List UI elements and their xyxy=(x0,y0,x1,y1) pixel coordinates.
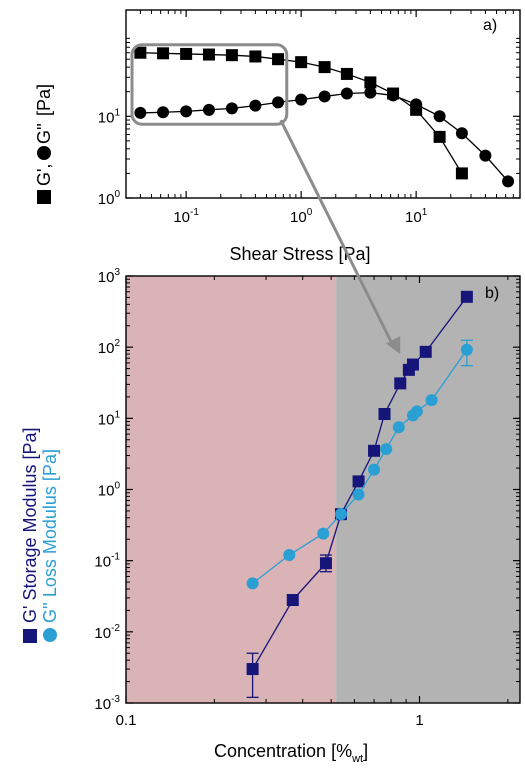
data-point-circle xyxy=(460,343,473,356)
data-point-square xyxy=(134,46,147,59)
x-tick-label: 1 xyxy=(415,712,423,729)
ylabel-gprime: G', xyxy=(34,164,54,186)
ylabel-b-storage: G' Storage Modulus [Pa] xyxy=(20,427,40,623)
panel-a-ylabel: G', G'' [Pa] xyxy=(34,84,54,204)
data-point-circle xyxy=(387,89,400,102)
data-point-circle xyxy=(364,86,377,99)
panel-a: 10-1 100 101 100 101 a) Shear Stress [Pa] G'… xyxy=(34,9,521,264)
zoom-arrow-head xyxy=(385,336,401,355)
panel-b-plot-area: 0.1 1 10-3 10-2 10-1 100 101 102 103 xyxy=(94,267,521,729)
data-point-square xyxy=(340,67,353,80)
data-point-square xyxy=(180,47,193,60)
data-point-circle xyxy=(455,127,468,140)
data-point-circle xyxy=(318,90,331,103)
panel-b-ylabel: G' Storage Modulus [Pa] G'' Loss Modulus… xyxy=(20,427,60,643)
data-point-square xyxy=(249,50,262,63)
x-tick-label: 101 xyxy=(405,207,428,226)
data-point-square xyxy=(318,61,331,74)
zoom-callout xyxy=(130,43,401,355)
shaded-region-0 xyxy=(126,276,337,703)
data-point-circle xyxy=(295,93,308,106)
data-point-square xyxy=(368,444,381,457)
data-point-square xyxy=(157,47,170,60)
ylabel-b-circle-marker xyxy=(43,628,57,642)
data-point-square xyxy=(286,594,299,607)
data-point-square xyxy=(455,167,468,180)
y-tick-label: 103 xyxy=(98,267,121,286)
data-point-circle xyxy=(352,488,365,501)
panel-a-xlabel: Shear Stress [Pa] xyxy=(229,244,370,264)
data-point-square xyxy=(406,358,419,371)
data-point-square xyxy=(352,475,365,488)
data-point-square xyxy=(394,377,407,390)
data-point-circle xyxy=(433,110,446,123)
data-point-square xyxy=(202,48,215,61)
data-point-square xyxy=(378,408,391,421)
data-point-circle xyxy=(340,87,353,100)
data-point-circle xyxy=(410,98,423,111)
data-point-circle xyxy=(380,443,393,456)
ylabel-gdoubleprime: G'' xyxy=(34,123,54,144)
panel-b-label: b) xyxy=(485,285,499,302)
xlabel-main: Concentration [%wt] xyxy=(214,741,368,765)
zoom-box xyxy=(130,43,289,126)
panel-a-label: a) xyxy=(483,17,497,34)
ylabel-square-marker xyxy=(37,190,51,204)
plot-frame xyxy=(125,9,521,199)
x-tick-label: 100 xyxy=(290,207,313,226)
ylabel-b-square-marker xyxy=(23,629,37,643)
panel-b-xlabel: Concentration [%wt] xyxy=(214,741,368,765)
y-tick-label: 10-1 xyxy=(94,552,120,571)
y-tick-label: 10-2 xyxy=(94,623,120,642)
data-point-square xyxy=(433,130,446,143)
data-point-circle xyxy=(392,421,405,434)
zoom-arrow-shaft xyxy=(279,119,394,345)
ylabel-b-loss: G'' Loss Modulus [Pa] xyxy=(40,449,60,623)
series-line-1 xyxy=(140,91,509,182)
data-point-square xyxy=(272,53,285,66)
data-point-square xyxy=(364,76,377,89)
y-tick-label: 101 xyxy=(98,409,121,428)
y-tick-label: 101 xyxy=(98,107,121,126)
data-point-circle xyxy=(334,508,347,521)
data-point-circle xyxy=(249,99,262,112)
panel-b: 0.1 1 10-3 10-2 10-1 100 101 102 103 b) Concentr… xyxy=(20,267,521,765)
data-point-circle xyxy=(246,577,259,590)
y-tick-label: 10-3 xyxy=(94,694,120,713)
data-point-square xyxy=(246,663,259,676)
data-point-circle xyxy=(283,549,296,562)
data-point-square xyxy=(319,557,332,570)
shaded-region-1 xyxy=(336,276,520,703)
data-point-circle xyxy=(502,175,515,188)
data-point-circle xyxy=(368,463,381,476)
y-tick-label: 100 xyxy=(98,481,121,500)
data-point-circle xyxy=(425,394,438,407)
data-point-square xyxy=(419,345,432,358)
data-point-square xyxy=(225,49,238,62)
y-tick-label: 102 xyxy=(98,338,121,357)
xlabel-subscript: wt xyxy=(351,753,363,765)
data-point-circle xyxy=(272,96,285,109)
data-point-circle xyxy=(134,106,147,119)
data-point-circle xyxy=(225,102,238,115)
data-point-square xyxy=(295,56,308,69)
x-tick-label: 0.1 xyxy=(116,712,137,729)
panel-b-regions xyxy=(126,276,520,703)
panel-a-plot-area: 10-1 100 101 100 101 xyxy=(98,9,521,226)
ylabel-unit: [Pa] xyxy=(34,84,54,116)
data-point-circle xyxy=(479,149,492,162)
data-point-circle xyxy=(202,103,215,116)
data-point-circle xyxy=(180,105,193,118)
x-tick-label: 10-1 xyxy=(173,207,199,226)
y-tick-label: 100 xyxy=(98,189,121,208)
data-point-circle xyxy=(157,106,170,119)
data-point-square xyxy=(460,290,473,303)
ylabel-circle-marker xyxy=(37,146,51,160)
data-point-circle xyxy=(410,405,423,418)
data-point-circle xyxy=(317,527,330,540)
